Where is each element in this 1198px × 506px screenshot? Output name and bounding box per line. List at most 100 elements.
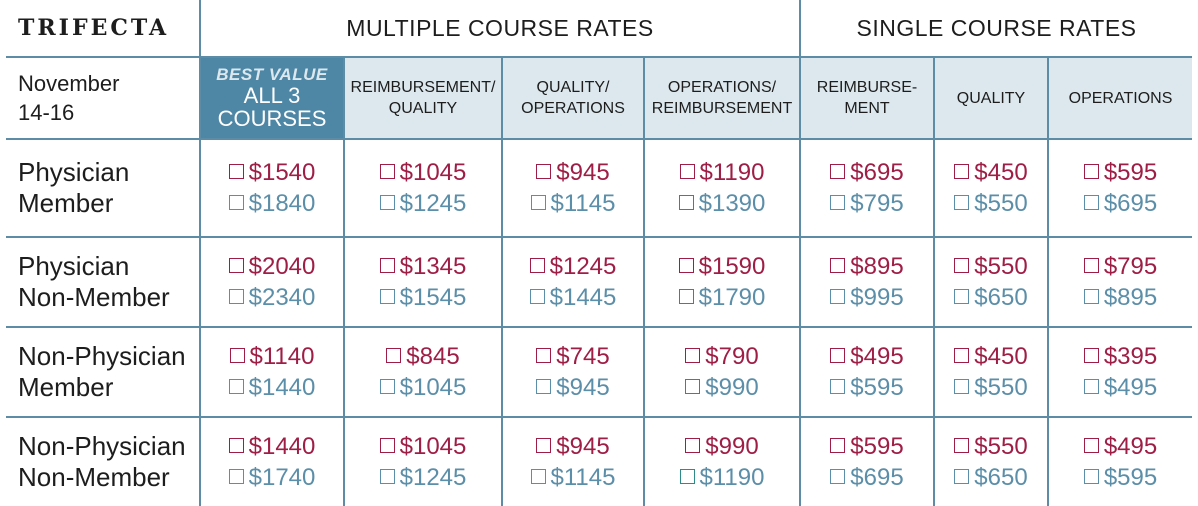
late-price-option[interactable]: $995 (801, 282, 933, 313)
checkbox-icon[interactable] (954, 195, 970, 210)
member-price-option[interactable]: $450 (935, 157, 1047, 188)
checkbox-icon[interactable] (1083, 258, 1099, 273)
member-price-option[interactable]: $1190 (645, 157, 799, 188)
checkbox-icon[interactable] (228, 289, 244, 304)
checkbox-icon[interactable] (954, 289, 970, 304)
checkbox-icon[interactable] (536, 164, 552, 179)
late-price-option[interactable]: $550 (935, 372, 1047, 403)
checkbox-icon[interactable] (1083, 469, 1099, 484)
checkbox-icon[interactable] (679, 469, 695, 484)
checkbox-icon[interactable] (379, 289, 395, 304)
checkbox-icon[interactable] (830, 348, 846, 363)
late-price-option[interactable]: $595 (1049, 462, 1192, 493)
checkbox-icon[interactable] (830, 195, 846, 210)
checkbox-icon[interactable] (379, 164, 395, 179)
late-price-option[interactable]: $1245 (345, 462, 501, 493)
member-price-option[interactable]: $1245 (503, 251, 643, 282)
late-price-option[interactable]: $895 (1049, 282, 1192, 313)
checkbox-icon[interactable] (830, 258, 846, 273)
member-price-option[interactable]: $745 (503, 341, 643, 372)
checkbox-icon[interactable] (530, 195, 546, 210)
checkbox-icon[interactable] (228, 195, 244, 210)
checkbox-icon[interactable] (379, 379, 395, 394)
checkbox-icon[interactable] (229, 348, 245, 363)
late-price-option[interactable]: $650 (935, 282, 1047, 313)
checkbox-icon[interactable] (228, 379, 244, 394)
late-price-option[interactable]: $945 (503, 372, 643, 403)
member-price-option[interactable]: $1140 (201, 341, 343, 372)
checkbox-icon[interactable] (685, 438, 701, 453)
checkbox-icon[interactable] (830, 289, 846, 304)
late-price-option[interactable]: $1545 (345, 282, 501, 313)
checkbox-icon[interactable] (386, 348, 402, 363)
checkbox-icon[interactable] (954, 438, 970, 453)
checkbox-icon[interactable] (228, 164, 244, 179)
checkbox-icon[interactable] (379, 469, 395, 484)
late-price-option[interactable]: $495 (1049, 372, 1192, 403)
late-price-option[interactable]: $2340 (201, 282, 343, 313)
member-price-option[interactable]: $895 (801, 251, 933, 282)
checkbox-icon[interactable] (830, 164, 846, 179)
checkbox-icon[interactable] (228, 438, 244, 453)
checkbox-icon[interactable] (228, 469, 244, 484)
late-price-option[interactable]: $1045 (345, 372, 501, 403)
member-price-option[interactable]: $2040 (201, 251, 343, 282)
member-price-option[interactable]: $495 (801, 341, 933, 372)
checkbox-icon[interactable] (379, 258, 395, 273)
checkbox-icon[interactable] (379, 195, 395, 210)
member-price-option[interactable]: $990 (645, 431, 799, 462)
member-price-option[interactable]: $945 (503, 431, 643, 462)
member-price-option[interactable]: $1590 (645, 251, 799, 282)
checkbox-icon[interactable] (954, 469, 970, 484)
member-price-option[interactable]: $845 (345, 341, 501, 372)
checkbox-icon[interactable] (830, 438, 846, 453)
checkbox-icon[interactable] (954, 379, 970, 394)
member-price-option[interactable]: $790 (645, 341, 799, 372)
member-price-option[interactable]: $695 (801, 157, 933, 188)
late-price-option[interactable]: $1245 (345, 188, 501, 219)
checkbox-icon[interactable] (830, 469, 846, 484)
late-price-option[interactable]: $1390 (645, 188, 799, 219)
checkbox-icon[interactable] (530, 469, 546, 484)
checkbox-icon[interactable] (1083, 438, 1099, 453)
checkbox-icon[interactable] (228, 258, 244, 273)
checkbox-icon[interactable] (379, 438, 395, 453)
late-price-option[interactable]: $1445 (503, 282, 643, 313)
checkbox-icon[interactable] (679, 164, 695, 179)
late-price-option[interactable]: $795 (801, 188, 933, 219)
late-price-option[interactable]: $1145 (503, 188, 643, 219)
late-price-option[interactable]: $695 (801, 462, 933, 493)
checkbox-icon[interactable] (536, 379, 552, 394)
late-price-option[interactable]: $1740 (201, 462, 343, 493)
late-price-option[interactable]: $1190 (645, 462, 799, 493)
checkbox-icon[interactable] (536, 348, 552, 363)
checkbox-icon[interactable] (954, 164, 970, 179)
late-price-option[interactable]: $595 (801, 372, 933, 403)
checkbox-icon[interactable] (529, 258, 545, 273)
member-price-option[interactable]: $1045 (345, 431, 501, 462)
checkbox-icon[interactable] (830, 379, 846, 394)
member-price-option[interactable]: $595 (1049, 157, 1192, 188)
member-price-option[interactable]: $550 (935, 251, 1047, 282)
member-price-option[interactable]: $1045 (345, 157, 501, 188)
checkbox-icon[interactable] (1083, 164, 1099, 179)
member-price-option[interactable]: $1540 (201, 157, 343, 188)
late-price-option[interactable]: $1145 (503, 462, 643, 493)
member-price-option[interactable]: $495 (1049, 431, 1192, 462)
checkbox-icon[interactable] (678, 289, 694, 304)
member-price-option[interactable]: $395 (1049, 341, 1192, 372)
late-price-option[interactable]: $550 (935, 188, 1047, 219)
member-price-option[interactable]: $945 (503, 157, 643, 188)
checkbox-icon[interactable] (954, 258, 970, 273)
checkbox-icon[interactable] (685, 348, 701, 363)
late-price-option[interactable]: $650 (935, 462, 1047, 493)
late-price-option[interactable]: $990 (645, 372, 799, 403)
member-price-option[interactable]: $1345 (345, 251, 501, 282)
member-price-option[interactable]: $595 (801, 431, 933, 462)
checkbox-icon[interactable] (1083, 289, 1099, 304)
checkbox-icon[interactable] (1083, 379, 1099, 394)
checkbox-icon[interactable] (1083, 348, 1099, 363)
checkbox-icon[interactable] (1083, 195, 1099, 210)
checkbox-icon[interactable] (954, 348, 970, 363)
member-price-option[interactable]: $550 (935, 431, 1047, 462)
